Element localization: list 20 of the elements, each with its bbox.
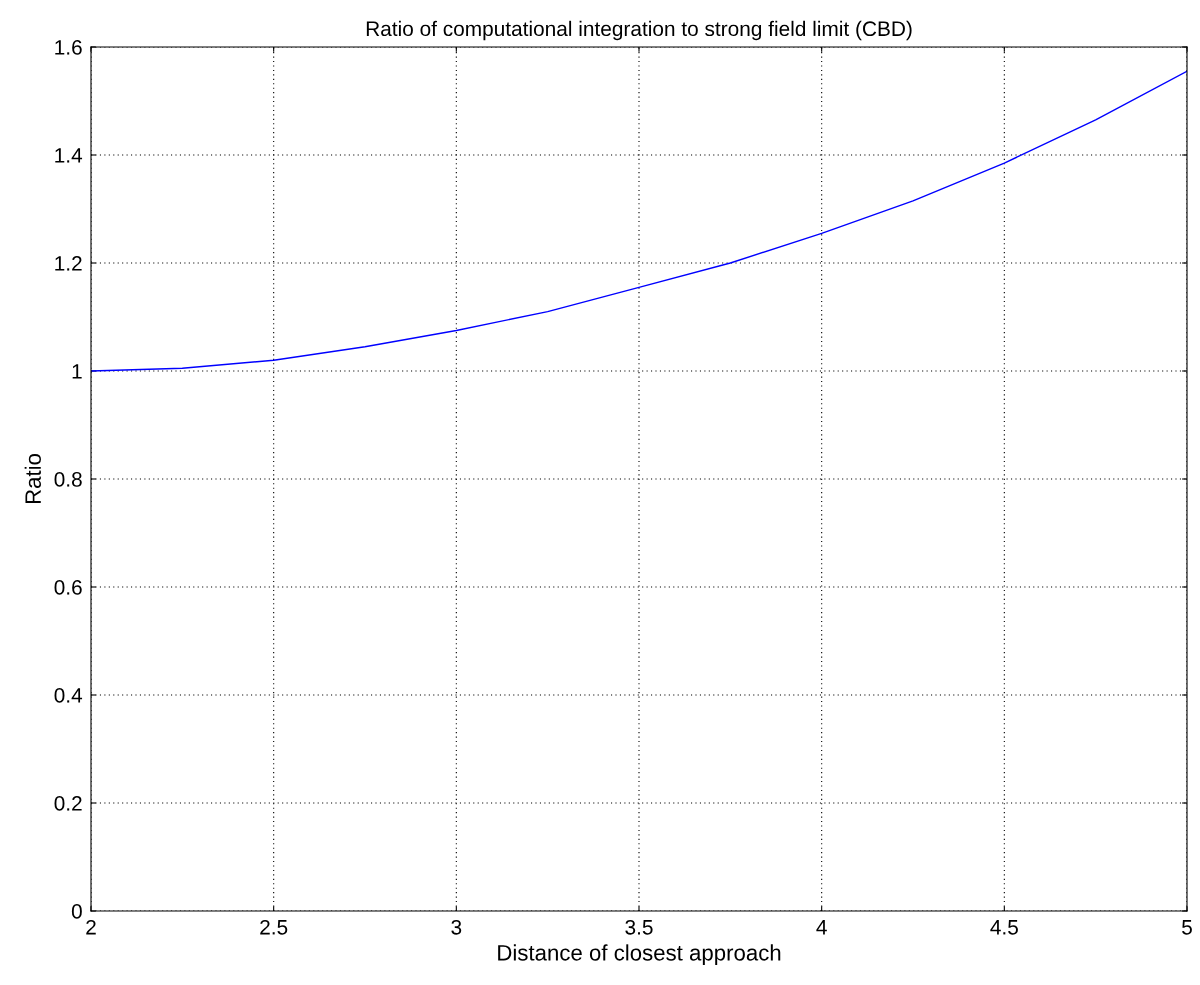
y-axis-title: Ratio <box>24 453 41 504</box>
y-tick-label: 0.4 <box>54 688 83 703</box>
line-series <box>91 70 1187 372</box>
x-tick-label: 3 <box>451 919 462 935</box>
x-tick-label: 3.5 <box>625 919 653 935</box>
chart-title: Ratio of computational integration to strong field limit (CBD) <box>366 20 912 41</box>
y-tick-label: 1.6 <box>55 40 82 55</box>
y-tick-label: 0.6 <box>54 580 82 595</box>
y-tick-label: 1.4 <box>55 148 83 163</box>
x-tick-label: 5 <box>1182 920 1192 935</box>
x-tick-label: 4 <box>816 920 827 935</box>
y-tick-label: 1.2 <box>55 256 82 271</box>
y-tick-label: 0.2 <box>54 796 82 811</box>
x-tick-label: 2 <box>86 919 96 935</box>
y-tick-label: 1 <box>72 364 82 379</box>
x-tick-label: 2.5 <box>260 919 288 935</box>
x-axis-title: Distance of closest approach <box>498 944 781 966</box>
y-tick-label: 0.8 <box>54 472 82 487</box>
y-tick-label: 0 <box>71 904 82 919</box>
x-tick-label: 4.5 <box>990 920 1018 935</box>
